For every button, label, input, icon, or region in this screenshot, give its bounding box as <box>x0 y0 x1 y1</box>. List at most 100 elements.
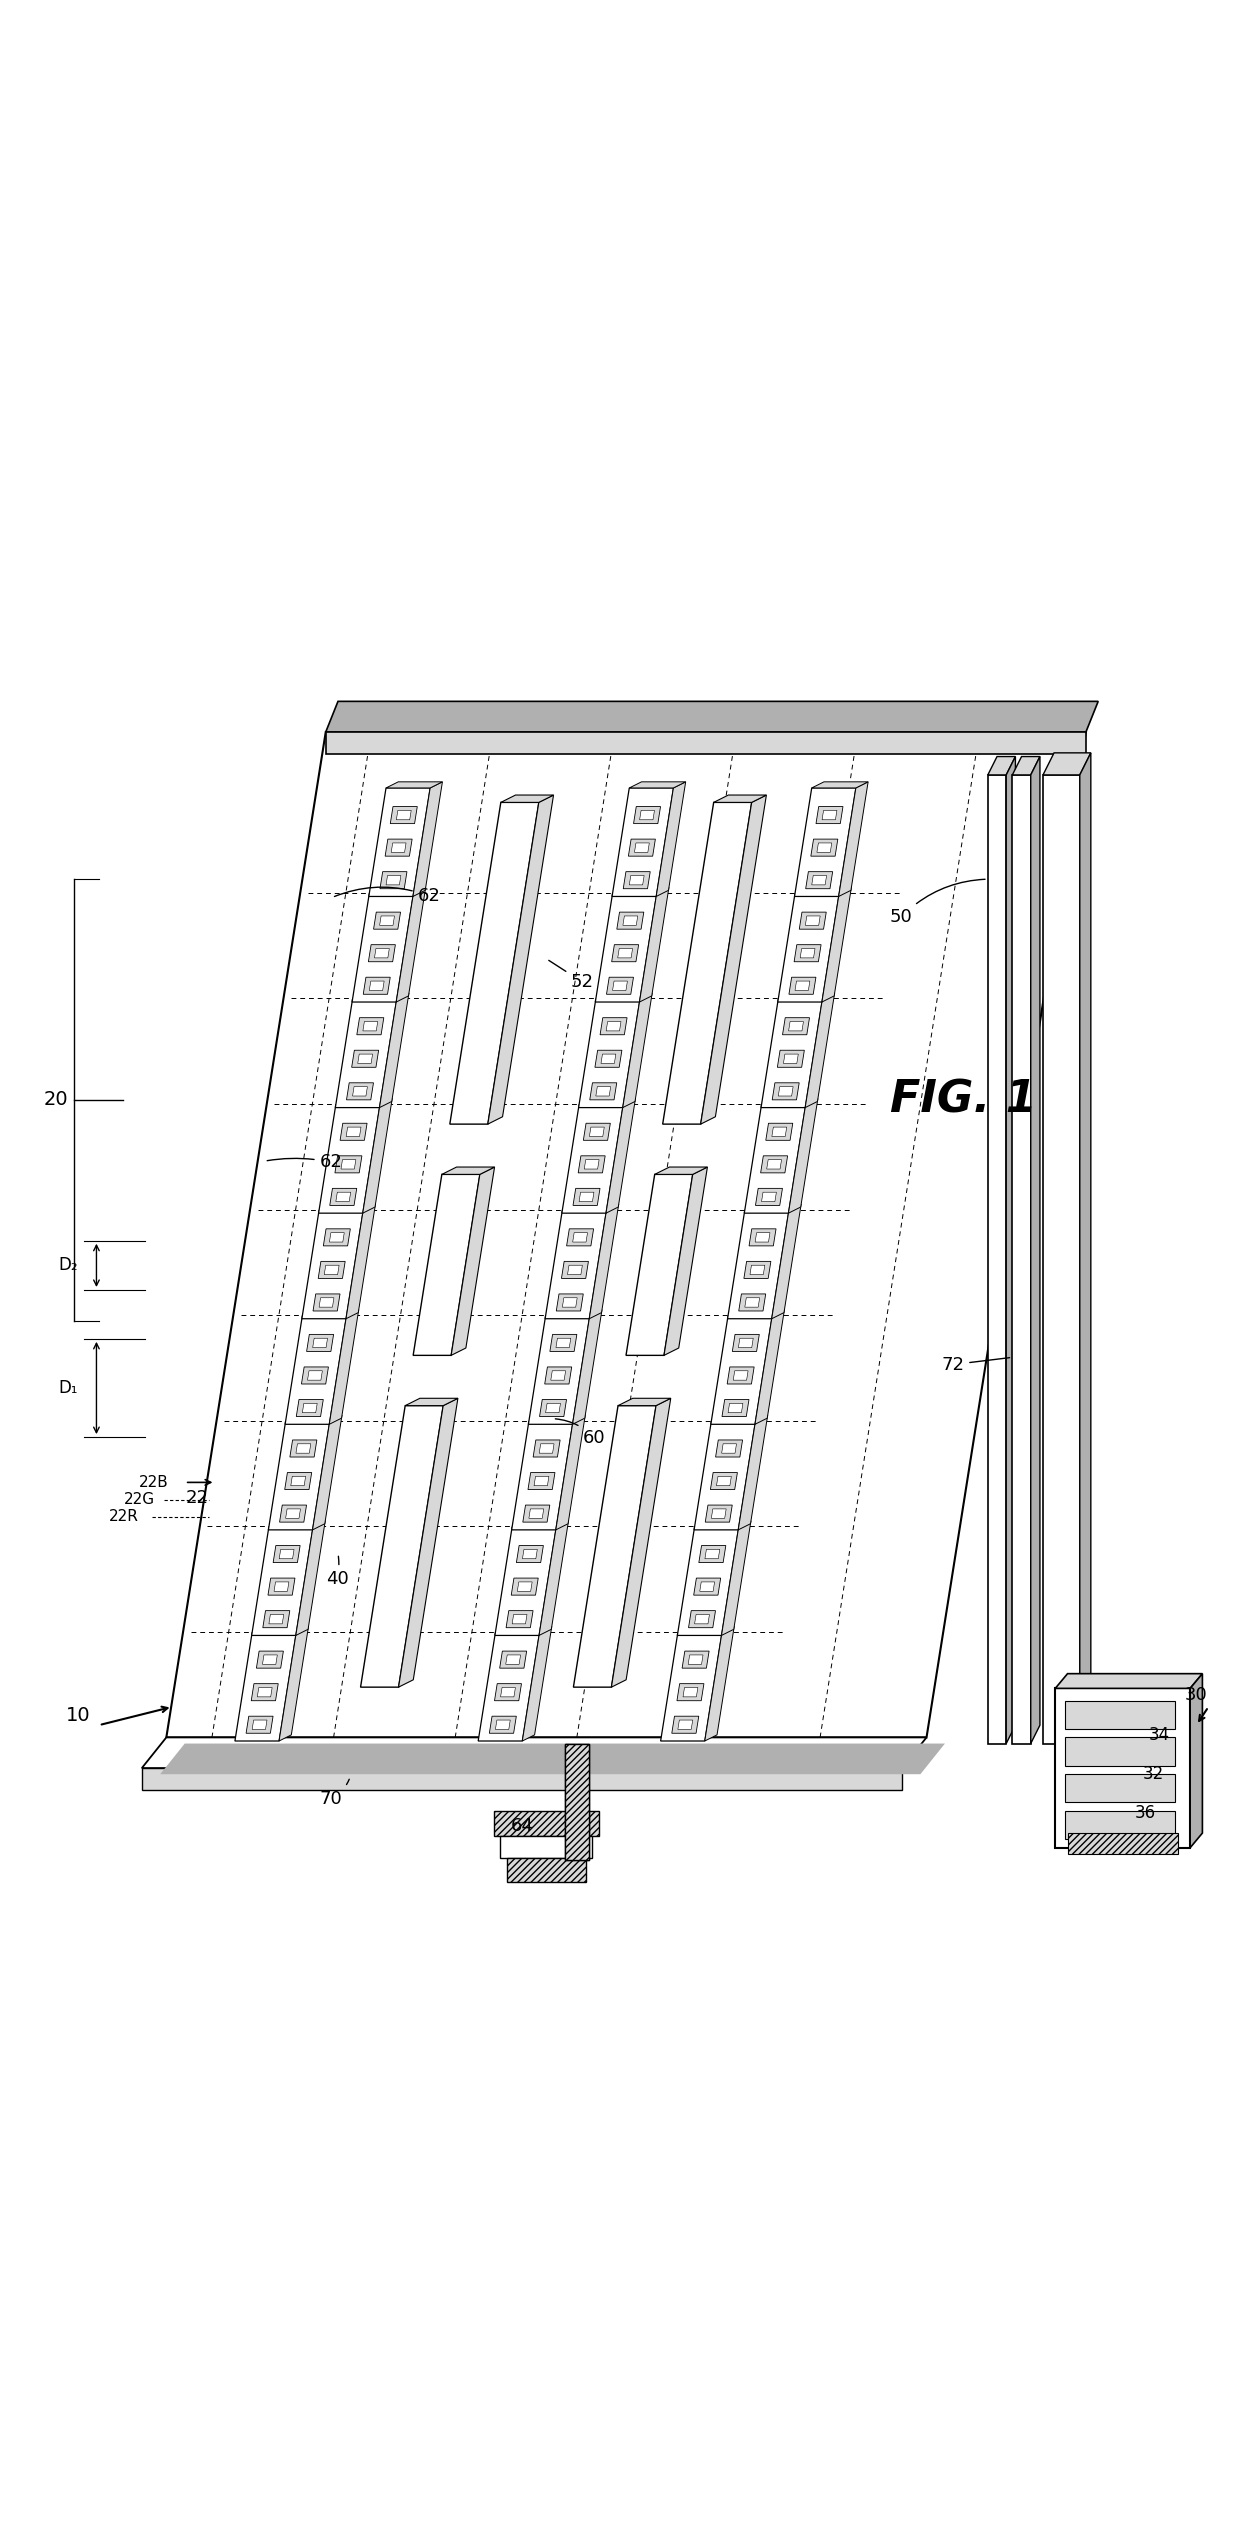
Polygon shape <box>600 1017 627 1035</box>
Polygon shape <box>817 842 832 852</box>
Polygon shape <box>1068 1834 1178 1854</box>
Polygon shape <box>595 1050 622 1068</box>
Polygon shape <box>677 1526 739 1635</box>
Polygon shape <box>771 1127 786 1137</box>
Polygon shape <box>512 1422 573 1531</box>
Polygon shape <box>551 1371 565 1381</box>
Polygon shape <box>596 1086 610 1096</box>
Polygon shape <box>1043 776 1080 1744</box>
Polygon shape <box>544 1368 572 1383</box>
Text: 50: 50 <box>890 880 985 926</box>
Polygon shape <box>562 1104 624 1213</box>
Polygon shape <box>678 1719 693 1729</box>
Polygon shape <box>630 875 644 885</box>
Polygon shape <box>324 1228 351 1246</box>
Polygon shape <box>589 1203 619 1320</box>
Polygon shape <box>779 1086 794 1096</box>
Polygon shape <box>312 1338 327 1348</box>
Polygon shape <box>330 1310 358 1424</box>
Polygon shape <box>794 943 821 961</box>
Polygon shape <box>312 1294 340 1312</box>
Polygon shape <box>373 913 401 928</box>
Polygon shape <box>374 949 389 959</box>
Text: 72: 72 <box>941 1355 1009 1373</box>
Polygon shape <box>451 1167 495 1355</box>
Polygon shape <box>595 992 652 999</box>
Polygon shape <box>330 1233 345 1241</box>
Polygon shape <box>549 1335 577 1350</box>
Polygon shape <box>546 1404 560 1414</box>
Polygon shape <box>629 781 686 788</box>
Polygon shape <box>567 1228 594 1246</box>
Polygon shape <box>306 1335 334 1350</box>
Polygon shape <box>771 1203 801 1320</box>
Text: 22G: 22G <box>124 1493 155 1508</box>
Text: 70: 70 <box>320 1780 350 1808</box>
Polygon shape <box>1012 776 1030 1744</box>
Text: 40: 40 <box>326 1556 348 1589</box>
Polygon shape <box>252 1719 267 1729</box>
Polygon shape <box>613 788 673 898</box>
Polygon shape <box>800 949 815 959</box>
Polygon shape <box>640 811 655 819</box>
Polygon shape <box>711 1472 738 1490</box>
Polygon shape <box>618 949 632 959</box>
Polygon shape <box>728 1210 789 1320</box>
Polygon shape <box>618 1399 671 1406</box>
Polygon shape <box>704 1628 734 1742</box>
Polygon shape <box>258 1689 272 1696</box>
Polygon shape <box>717 1477 732 1485</box>
Polygon shape <box>583 1124 610 1139</box>
Polygon shape <box>1012 755 1040 776</box>
Polygon shape <box>397 888 425 1002</box>
Polygon shape <box>539 1399 567 1416</box>
Polygon shape <box>285 1508 300 1518</box>
Polygon shape <box>296 1399 324 1416</box>
Polygon shape <box>601 1055 616 1063</box>
Polygon shape <box>285 1315 346 1424</box>
Polygon shape <box>622 915 637 926</box>
Polygon shape <box>279 1549 294 1559</box>
Polygon shape <box>386 839 412 857</box>
Polygon shape <box>773 1083 800 1099</box>
Polygon shape <box>1055 1689 1190 1849</box>
Polygon shape <box>1190 1673 1203 1849</box>
Polygon shape <box>694 1422 755 1531</box>
Polygon shape <box>1055 1673 1203 1689</box>
Polygon shape <box>370 982 384 989</box>
Polygon shape <box>744 1104 806 1213</box>
Polygon shape <box>733 1371 748 1381</box>
Polygon shape <box>806 872 833 888</box>
Polygon shape <box>363 977 391 994</box>
Polygon shape <box>397 811 412 819</box>
Polygon shape <box>584 1160 599 1170</box>
Polygon shape <box>335 1157 362 1172</box>
Polygon shape <box>688 1655 703 1663</box>
Polygon shape <box>487 796 553 1124</box>
Polygon shape <box>479 1633 539 1742</box>
Polygon shape <box>301 1368 329 1383</box>
Polygon shape <box>579 999 640 1109</box>
Polygon shape <box>595 893 657 1002</box>
Polygon shape <box>528 1416 585 1422</box>
Polygon shape <box>744 1261 771 1279</box>
Text: 20: 20 <box>43 1091 68 1109</box>
Polygon shape <box>822 888 852 1002</box>
Polygon shape <box>496 1628 552 1633</box>
Polygon shape <box>635 842 650 852</box>
Polygon shape <box>496 1719 510 1729</box>
Polygon shape <box>450 804 539 1124</box>
Polygon shape <box>1065 1737 1176 1765</box>
Polygon shape <box>319 1203 376 1210</box>
Polygon shape <box>346 1203 376 1320</box>
Polygon shape <box>290 1439 317 1457</box>
Polygon shape <box>263 1655 278 1663</box>
Polygon shape <box>268 1579 295 1594</box>
Polygon shape <box>579 1193 594 1203</box>
Polygon shape <box>728 1310 785 1315</box>
Polygon shape <box>523 1505 549 1523</box>
Polygon shape <box>573 1310 601 1424</box>
Polygon shape <box>611 1399 671 1686</box>
Polygon shape <box>722 1399 749 1416</box>
Polygon shape <box>694 1615 709 1625</box>
